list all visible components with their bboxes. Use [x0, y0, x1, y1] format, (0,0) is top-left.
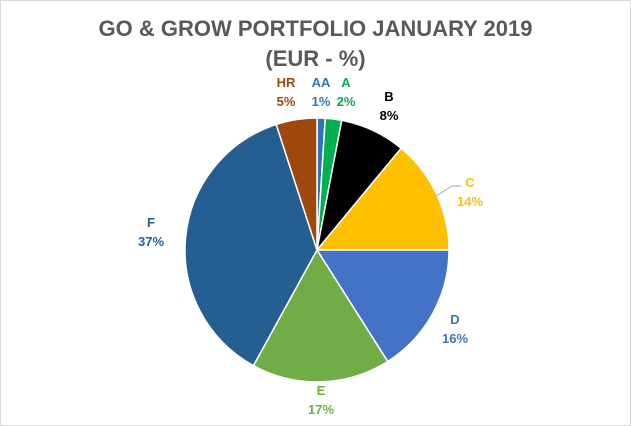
category-label: AA: [311, 75, 331, 90]
category-label: C: [465, 175, 475, 190]
category-label: E: [316, 383, 326, 398]
data-label-d: D 16%: [442, 310, 468, 348]
category-label: HR: [276, 75, 296, 90]
chart-subtitle: (EUR - %): [265, 46, 366, 71]
percent-label: 16%: [441, 331, 469, 346]
leader-line-c: [435, 185, 461, 197]
percent-label: 8%: [379, 108, 399, 123]
data-label-e: E 17%: [308, 381, 334, 419]
data-label-hr: HR 5%: [277, 73, 296, 111]
percent-label: 1%: [311, 94, 331, 109]
percent-label: 2%: [336, 94, 356, 109]
category-label: F: [147, 215, 155, 230]
data-label-b: B 8%: [380, 87, 399, 125]
data-label-f: F 37%: [138, 213, 164, 251]
pie-slice-hr: [275, 117, 318, 251]
chart-title: GO & GROW PORTFOLIO JANUARY 2019: [98, 16, 533, 41]
data-label-a: A 2%: [337, 73, 356, 111]
category-label: A: [341, 75, 351, 90]
percent-label: 37%: [137, 234, 165, 249]
category-label: B: [384, 89, 394, 104]
pie-slice-f: [184, 123, 318, 367]
pie-slice-c: [315, 147, 450, 251]
percent-label: 14%: [456, 194, 484, 209]
percent-label: 17%: [307, 402, 335, 417]
pie-slice-d: [315, 249, 450, 363]
data-label-aa: AA 1%: [312, 73, 331, 111]
pie-slice-e: [252, 248, 389, 383]
category-label: D: [450, 312, 460, 327]
data-label-c: C 14%: [457, 173, 483, 211]
percent-label: 5%: [276, 94, 296, 109]
